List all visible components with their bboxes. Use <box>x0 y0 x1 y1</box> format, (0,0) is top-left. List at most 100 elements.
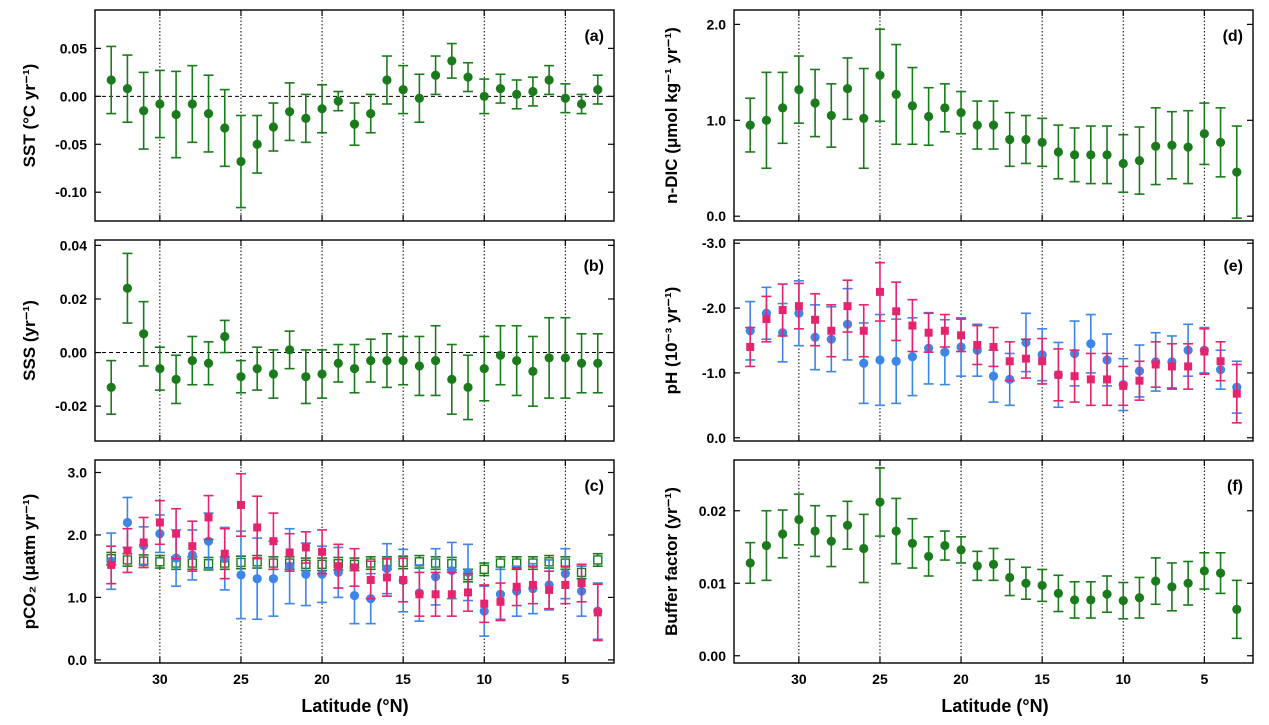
data-point <box>1232 389 1241 398</box>
data-point <box>155 364 165 374</box>
y-tick-label: 2.0 <box>68 527 88 543</box>
data-point <box>544 353 554 363</box>
data-point <box>301 113 311 123</box>
data-point <box>220 331 230 342</box>
y-tick-label: 0.00 <box>60 345 87 361</box>
data-point <box>333 96 343 106</box>
x-tick-label: 30 <box>152 671 168 687</box>
x-tick-label: 15 <box>1034 671 1050 687</box>
data-point <box>122 283 133 293</box>
data-point <box>593 555 603 565</box>
data-point <box>171 109 181 120</box>
data-point <box>1005 572 1015 583</box>
data-point <box>924 111 934 122</box>
panel-e: 0.0 -1.0 -2.0 -3.0 pH (10⁻³ yr⁻¹) (e) <box>662 235 1254 446</box>
data-point <box>1021 578 1031 588</box>
data-point <box>859 326 868 335</box>
data-point <box>1005 134 1015 145</box>
data-point <box>761 115 772 125</box>
panel-label: (b) <box>584 258 604 275</box>
x-tick-label: 30 <box>791 671 807 687</box>
data-point <box>593 85 603 95</box>
data-point <box>907 538 918 548</box>
data-point <box>431 590 440 599</box>
data-point <box>1086 150 1096 160</box>
y-axis-label: pCO₂ (μatm yr⁻¹) <box>20 494 39 630</box>
data-point <box>496 597 505 606</box>
data-point <box>576 99 587 109</box>
data-point <box>746 342 755 351</box>
data-point <box>1102 589 1112 599</box>
data-point <box>301 543 310 552</box>
data-point <box>761 540 772 551</box>
data-point <box>778 306 787 315</box>
data-point <box>528 366 538 376</box>
data-point <box>1118 158 1128 169</box>
x-tick-label: 25 <box>233 671 249 687</box>
data-point <box>123 546 132 555</box>
y-tick-label: 0.0 <box>707 430 727 446</box>
data-point <box>349 364 360 374</box>
data-point <box>1167 582 1177 592</box>
y-axis-label: SST (°C yr⁻¹) <box>20 64 39 168</box>
data-point <box>1151 360 1160 369</box>
y-tick-label: -0.05 <box>55 136 87 152</box>
data-point <box>1103 375 1112 384</box>
x-axis-label-left: Latitude (°N) <box>301 696 408 716</box>
data-point <box>155 557 165 567</box>
data-point <box>155 518 164 527</box>
data-point <box>318 547 327 556</box>
data-point <box>188 542 197 551</box>
panel-f: 0.00 0.01 0.02 30 25 20 15 10 5 Buffer factor (yr… <box>662 459 1254 687</box>
y-tick-label: 1.0 <box>707 112 727 128</box>
plot-frame <box>94 239 615 442</box>
data-point <box>593 358 603 368</box>
panel-label: (e) <box>1223 258 1243 275</box>
data-point <box>1215 137 1226 147</box>
x-tick-label: 10 <box>476 671 492 687</box>
data-point <box>268 122 279 132</box>
data-point <box>479 364 489 374</box>
data-point <box>252 574 262 584</box>
data-point <box>236 372 246 382</box>
data-point <box>220 123 230 133</box>
data-point <box>252 139 262 149</box>
plot-frame <box>94 9 615 222</box>
data-point <box>268 574 279 584</box>
data-point <box>1118 596 1128 606</box>
y-tick-label: 0.02 <box>60 291 87 307</box>
data-point <box>415 590 424 599</box>
y-tick-label: 1.0 <box>68 589 88 605</box>
panel-label: (c) <box>584 478 604 495</box>
data-point <box>480 599 489 608</box>
plot-frame <box>94 459 615 664</box>
data-point <box>560 353 570 363</box>
data-point <box>122 84 133 94</box>
data-point <box>285 548 294 557</box>
data-point <box>762 315 771 324</box>
data-point <box>414 93 424 103</box>
data-point <box>1232 167 1242 177</box>
data-point <box>875 287 884 296</box>
data-point <box>924 328 933 337</box>
y-tick-label: 0.00 <box>60 88 87 104</box>
data-point <box>1053 588 1063 599</box>
data-point <box>139 106 149 116</box>
y-axis-label: pH (10⁻³ yr⁻¹) <box>662 287 681 395</box>
y-tick-label: -3.0 <box>702 235 726 251</box>
data-point <box>940 540 950 551</box>
series-magenta-square <box>106 472 603 642</box>
data-point <box>172 529 181 538</box>
data-point <box>366 356 376 366</box>
data-point <box>1119 381 1128 390</box>
data-point <box>1037 137 1047 147</box>
data-point <box>107 560 116 569</box>
data-point <box>382 356 392 366</box>
x-tick-label: 25 <box>872 671 888 687</box>
data-point <box>908 321 917 330</box>
y-tick-label: 2.0 <box>707 16 727 32</box>
data-point <box>253 523 262 532</box>
data-point <box>1134 155 1145 166</box>
data-point <box>859 358 869 368</box>
